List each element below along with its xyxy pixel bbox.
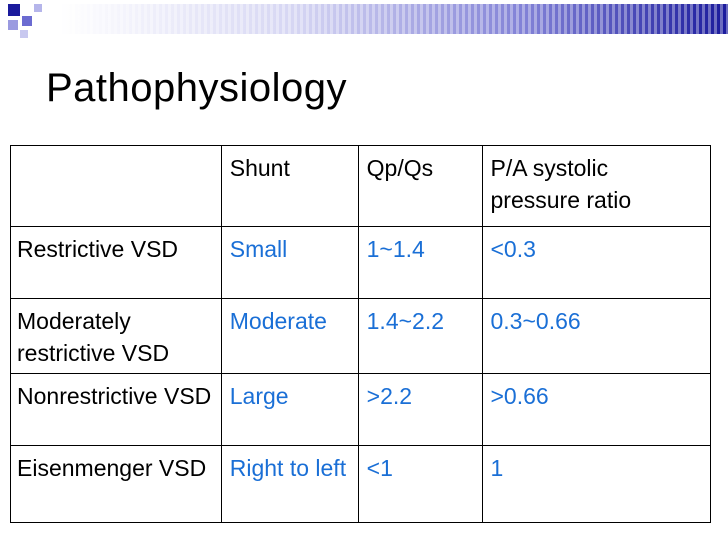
shunt-cell: Right to left xyxy=(220,445,359,523)
vsd-pathophysiology-table: Shunt Qp/Qs P/A systolic pressure ratio … xyxy=(10,145,711,523)
header-cell-shunt: Shunt xyxy=(220,145,359,227)
table-row: Restrictive VSD Small 1~1.4 <0.3 xyxy=(10,226,711,299)
qpqs-cell: 1.4~2.2 xyxy=(357,298,483,374)
shunt-cell: Moderate xyxy=(220,298,359,374)
pa-ratio-cell: <0.3 xyxy=(481,226,711,299)
header-cell-empty xyxy=(10,145,222,227)
header-cell-qpqs: Qp/Qs xyxy=(357,145,483,227)
top-decorative-band xyxy=(0,0,728,40)
qpqs-cell: >2.2 xyxy=(357,373,483,446)
qpqs-cell: <1 xyxy=(357,445,483,523)
corner-logo-squares xyxy=(0,0,60,46)
qpqs-cell: 1~1.4 xyxy=(357,226,483,299)
pa-ratio-cell: 1 xyxy=(481,445,711,523)
gradient-stripes-graphic xyxy=(60,4,728,34)
row-label: Nonrestrictive VSD xyxy=(10,373,222,446)
pa-ratio-cell: >0.66 xyxy=(481,373,711,446)
shunt-cell: Large xyxy=(220,373,359,446)
table-row: Nonrestrictive VSD Large >2.2 >0.66 xyxy=(10,373,711,446)
row-label: Eisenmenger VSD xyxy=(10,445,222,523)
header-cell-pa-ratio: P/A systolic pressure ratio xyxy=(481,145,711,227)
page-title: Pathophysiology xyxy=(46,66,348,110)
shunt-cell: Small xyxy=(220,226,359,299)
pa-ratio-cell: 0.3~0.66 xyxy=(481,298,711,374)
table-header-row: Shunt Qp/Qs P/A systolic pressure ratio xyxy=(10,145,711,227)
table-row: Eisenmenger VSD Right to left <1 1 xyxy=(10,445,711,523)
row-label: Moderately restrictive VSD xyxy=(10,298,222,374)
row-label: Restrictive VSD xyxy=(10,226,222,299)
table-row: Moderately restrictive VSD Moderate 1.4~… xyxy=(10,298,711,374)
